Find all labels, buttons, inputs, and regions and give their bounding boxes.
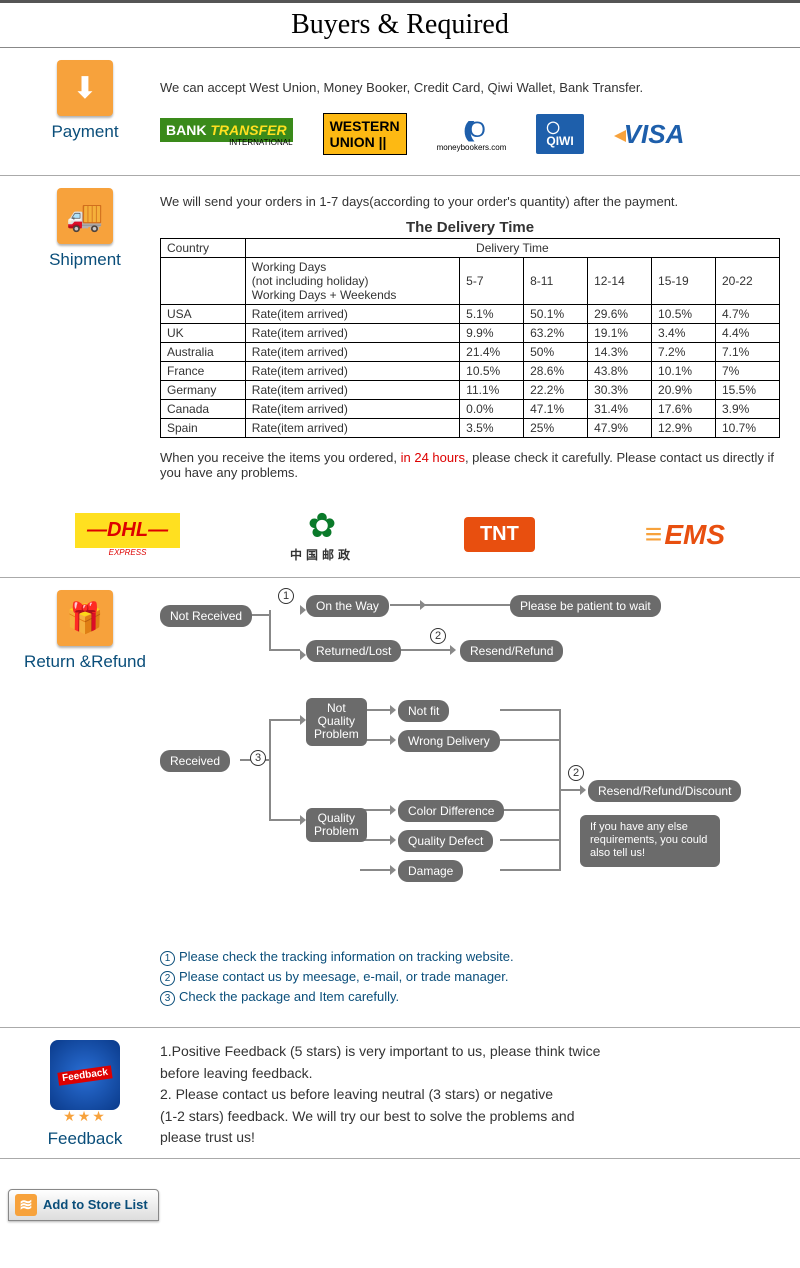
table-row: AustraliaRate(item arrived)21.4%50%14.3%… [161,343,780,362]
node-quality: Quality Problem [306,808,367,842]
node-color-diff: Color Difference [398,800,504,822]
delivery-table: Country Delivery Time Working Days (not … [160,238,780,438]
return-flowchart: Not Received 1 On the Way Returned/Lost … [160,590,780,940]
feedback-label: Feedback [20,1129,150,1149]
return-label: Return &Refund [20,652,150,672]
visa-logo: VISA [614,119,685,150]
page-title: Buyers & Required [0,0,800,48]
moneybookers-logo: ((((O moneybookers.com [437,117,507,152]
qiwi-logo: ◯QIWI [536,114,583,154]
node-bubble: If you have any else requirements, you c… [580,815,720,867]
feedback-badge-icon: Feedback [50,1040,120,1110]
feedback-section: Feedback ★★★ Feedback 1.Positive Feedbac… [0,1028,800,1159]
shipment-note: When you receive the items you ordered, … [160,450,780,480]
node-not-received: Not Received [160,605,252,627]
delivery-table-title: The Delivery Time [160,219,780,236]
node-damage: Damage [398,860,463,882]
node-not-quality: Not Quality Problem [306,698,367,746]
shipment-label: Shipment [20,250,150,270]
node-resend-refund: Resend/Refund [460,640,563,662]
rss-icon: ≋ [15,1194,37,1216]
tnt-logo: TNT [464,517,535,552]
truck-icon: 🚚 [57,188,113,244]
table-row: SpainRate(item arrived)3.5%25%47.9%12.9%… [161,419,780,438]
shipment-section: 🚚 Shipment We will send your orders in 1… [0,176,800,500]
gift-icon: 🎁 [57,590,113,646]
dhl-logo: —DHL— EXPRESS [75,513,180,557]
bank-transfer-logo: BANK TRANSFER INTERNATIONAL [160,122,293,147]
node-returned-lost: Returned/Lost [306,640,401,662]
flow-number-2b: 2 [568,765,584,781]
feedback-text: 1.Positive Feedback (5 stars) is very im… [150,1040,780,1150]
flow-number-2a: 2 [430,628,446,644]
return-section: 🎁 Return &Refund [0,578,800,1028]
carriers-row: —DHL— EXPRESS ✿ 中国邮政 TNT EMS [0,500,800,578]
payment-label: Payment [20,122,150,142]
flow-number-1: 1 [278,588,294,604]
return-notes: 1Please check the tracking information o… [160,940,780,1019]
table-row: GermanyRate(item arrived)11.1%22.2%30.3%… [161,381,780,400]
payment-section: ⬇ Payment We can accept West Union, Mone… [0,48,800,176]
node-quality-defect: Quality Defect [398,830,493,852]
add-to-store-button[interactable]: ≋ Add to Store List [8,1189,159,1221]
shipment-intro: We will send your orders in 1-7 days(acc… [160,194,780,209]
western-union-logo: WESTERNUNION || [323,113,407,155]
node-please-patient: Please be patient to wait [510,595,661,617]
node-on-the-way: On the Way [306,595,389,617]
table-row: FranceRate(item arrived)10.5%28.6%43.8%1… [161,362,780,381]
stars-icon: ★★★ [20,1108,150,1125]
node-not-fit: Not fit [398,700,449,722]
node-wrong-delivery: Wrong Delivery [398,730,500,752]
china-post-logo: ✿ 中国邮政 [290,506,354,563]
node-resend-refund-discount: Resend/Refund/Discount [588,780,741,802]
table-row: CanadaRate(item arrived)0.0%47.1%31.4%17… [161,400,780,419]
flow-number-3: 3 [250,750,266,766]
payment-text: We can accept West Union, Money Booker, … [160,80,780,95]
download-icon: ⬇ [57,60,113,116]
ems-logo: EMS [645,518,725,552]
node-received: Received [160,750,230,772]
table-row: UKRate(item arrived)9.9%63.2%19.1%3.4%4.… [161,324,780,343]
table-row: USARate(item arrived)5.1%50.1%29.6%10.5%… [161,305,780,324]
